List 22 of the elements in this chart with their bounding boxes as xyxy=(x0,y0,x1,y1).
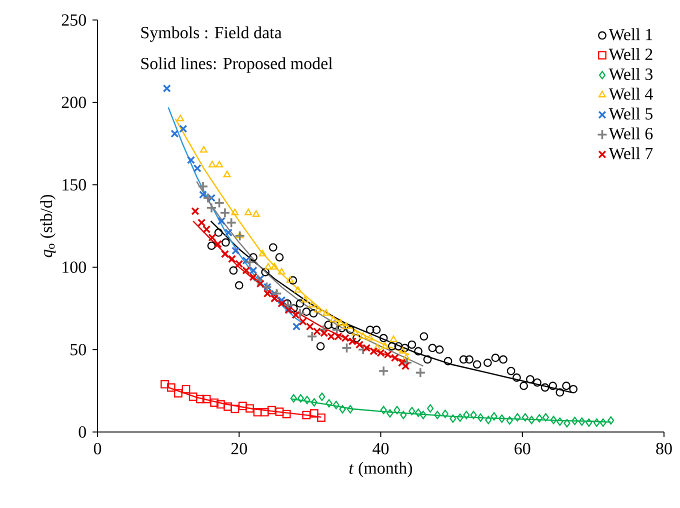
y-tick-label: 0 xyxy=(78,426,86,438)
legend-label: Well 6 xyxy=(608,127,653,140)
x-tick-label: 80 xyxy=(656,442,672,454)
y-axis-title: q$_{o}$ (stb/d) xyxy=(40,194,56,258)
x-tick-label: 0 xyxy=(94,442,102,454)
y-tick-label: 250 xyxy=(62,14,86,26)
legend-label: Well 3 xyxy=(608,68,652,80)
legend-label: Well 5 xyxy=(608,108,652,120)
x-axis-title: t (month) xyxy=(349,462,412,478)
legend-label: Well 2 xyxy=(608,48,652,60)
x-tick-label: 40 xyxy=(372,442,389,454)
legend-label: Well 7 xyxy=(608,147,653,160)
x-tick-label: 60 xyxy=(514,442,530,454)
y-tick-label: 50 xyxy=(70,344,86,356)
legend-label: Well 4 xyxy=(608,88,653,100)
y-tick-label: 200 xyxy=(62,96,86,108)
annotation: Symbols : Field data xyxy=(141,26,282,42)
y-tick-label: 150 xyxy=(62,179,86,191)
x-tick-label: 20 xyxy=(231,442,247,454)
annotation: Solid lines: Proposed model xyxy=(141,57,333,73)
legend-label: Well 1 xyxy=(608,28,652,40)
y-tick-label: 100 xyxy=(62,261,86,273)
